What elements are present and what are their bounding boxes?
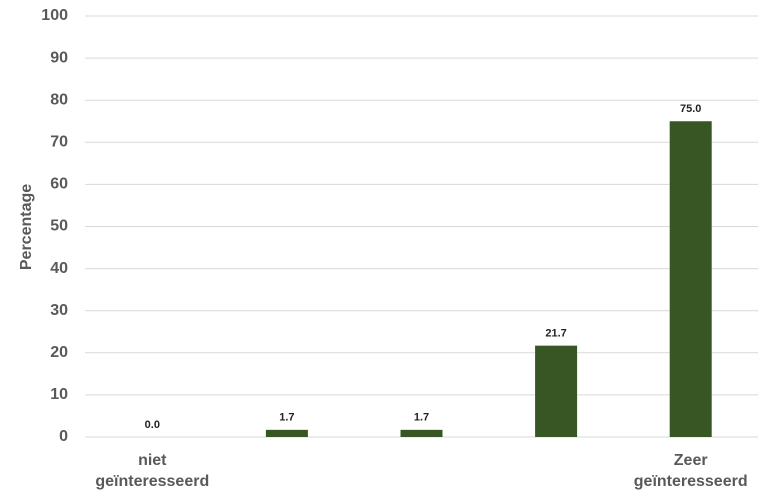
y-tick-label: 50 (50, 218, 68, 235)
bar (265, 429, 308, 437)
x-tick-label: Zeer geïnteresseerd (633, 452, 748, 490)
value-label: 75.0 (680, 103, 701, 115)
y-tick-label: 10 (50, 386, 68, 403)
y-tick-label: 100 (41, 7, 68, 24)
bar (535, 345, 578, 437)
y-tick-label: 40 (50, 260, 68, 277)
value-label: 1.7 (279, 412, 294, 424)
bar (400, 429, 443, 437)
value-label: 0.0 (145, 419, 160, 431)
x-tick-label: niet geïnteresseerd (95, 452, 210, 490)
value-label: 1.7 (414, 412, 429, 424)
value-label: 21.7 (545, 328, 566, 340)
y-tick-label: 60 (50, 176, 68, 193)
bar (669, 121, 712, 437)
y-axis-title: Percentage (18, 184, 35, 270)
y-tick-label: 90 (50, 49, 68, 66)
y-tick-label: 0 (59, 428, 68, 445)
y-tick-label: 80 (50, 91, 68, 108)
y-tick-label: 20 (50, 344, 68, 361)
y-tick-label: 70 (50, 134, 68, 151)
y-tick-label: 30 (50, 302, 68, 319)
